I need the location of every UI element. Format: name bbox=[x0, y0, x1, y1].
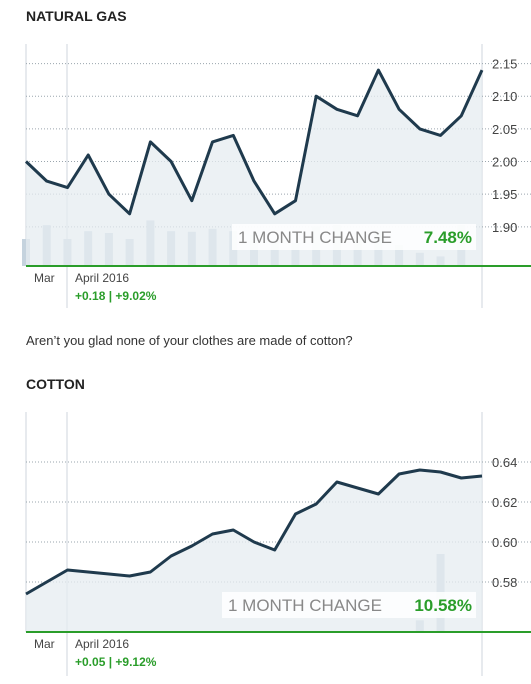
area-fill bbox=[26, 70, 482, 266]
month-change-value: 10.58% bbox=[414, 596, 472, 615]
y-tick-label: 0.62 bbox=[492, 495, 517, 510]
month-change-box bbox=[232, 224, 476, 250]
y-tick-label: 2.15 bbox=[492, 57, 517, 72]
cotton-chart[interactable]: 0.64 0.62 0.60 0.58 1 MONTH CHANGE 10.58% Mar A… bbox=[0, 412, 531, 676]
month-change-box bbox=[222, 592, 476, 618]
area-fill bbox=[26, 470, 482, 632]
month-change-label: 1 MONTH CHANGE bbox=[238, 228, 392, 247]
price-line bbox=[25, 468, 483, 596]
period-change-label: +0.18 | +9.02% bbox=[75, 289, 157, 303]
cotton-chart-svg: 0.64 0.62 0.60 0.58 1 MONTH CHANGE 10.58% Mar A… bbox=[25, 412, 531, 676]
y-tick-label: 1.95 bbox=[492, 187, 517, 202]
x-label-april: April 2016 bbox=[75, 271, 129, 285]
y-tick-label: 1.90 bbox=[492, 220, 517, 235]
natural-gas-chart[interactable]: 2.15 2.10 2.05 2.00 1.95 1.90 1 MONTH CHANGE 7.… bbox=[0, 44, 531, 308]
y-tick-label: 2.00 bbox=[492, 155, 517, 170]
x-label-april: April 2016 bbox=[75, 637, 129, 651]
cotton-title: COTTON bbox=[26, 376, 85, 392]
y-tick-label: 0.64 bbox=[492, 455, 517, 470]
month-change-label: 1 MONTH CHANGE bbox=[228, 596, 382, 615]
natural-gas-title: NATURAL GAS bbox=[26, 8, 127, 24]
x-label-mar: Mar bbox=[34, 637, 55, 651]
caption-text: Aren’t you glad none of your clothes are… bbox=[26, 333, 353, 348]
period-change-label: +0.05 | +9.12% bbox=[75, 655, 157, 669]
y-tick-label: 0.60 bbox=[492, 535, 517, 550]
natural-gas-chart-svg: 2.15 2.10 2.05 2.00 1.95 1.90 1 MONTH CHANGE 7.… bbox=[22, 44, 531, 308]
price-line bbox=[24, 68, 484, 216]
y-tick-label: 2.10 bbox=[492, 89, 517, 104]
month-change-value: 7.48% bbox=[424, 228, 472, 247]
y-tick-label: 0.58 bbox=[492, 575, 517, 590]
x-label-mar: Mar bbox=[34, 271, 55, 285]
y-tick-label: 2.05 bbox=[492, 122, 517, 137]
